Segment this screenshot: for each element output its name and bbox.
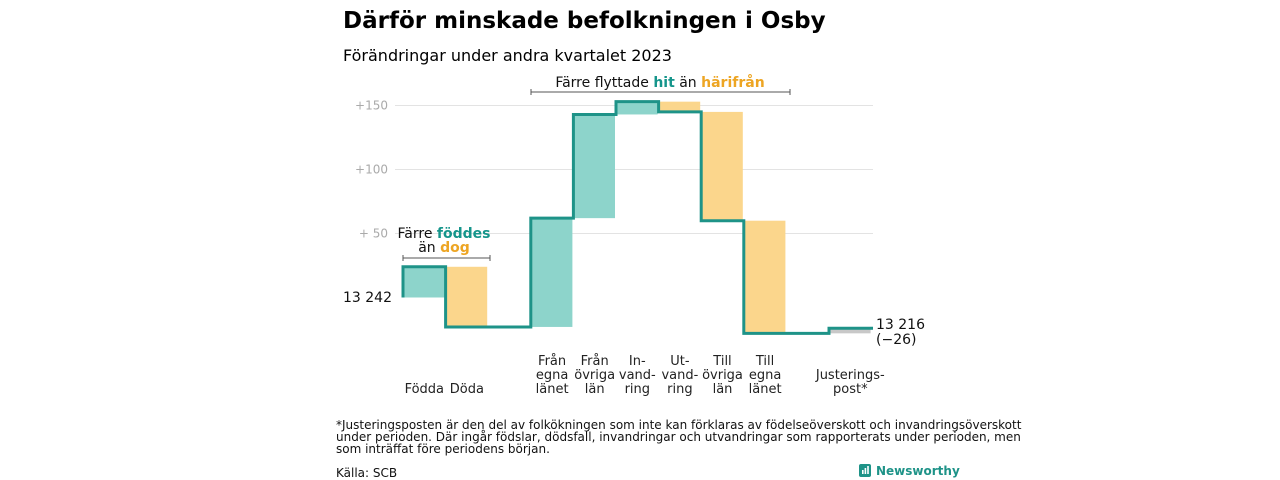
bar: [617, 101, 658, 115]
footnote-line-2: under perioden. Där ingår födslar, dödsf…: [336, 430, 1021, 444]
category-label: Ut-: [670, 354, 690, 369]
end-label: 13 216: [876, 317, 925, 333]
births-annotation-line2: än dog: [418, 240, 470, 256]
category-label: Döda: [450, 382, 484, 397]
bars: [404, 101, 871, 334]
bar: [702, 111, 743, 221]
brand-logo: Newsworthy: [859, 464, 960, 478]
bar: [659, 101, 701, 112]
category-label: vand-: [619, 368, 656, 383]
category-label: Justerings-: [815, 368, 885, 383]
moves-annotation: Färre flyttade hit än härifrån: [530, 74, 791, 95]
chart-subtitle: Förändringar under andra kvartalet 2023: [343, 46, 672, 65]
footnote-line-3: som inträffat före periodens början.: [336, 442, 550, 456]
category-label: post*: [833, 382, 868, 397]
bar: [404, 266, 445, 298]
category-label: övriga: [574, 368, 615, 383]
y-tick-label: +150: [355, 99, 388, 113]
step-line: [401, 100, 873, 335]
running-total-line: [401, 100, 873, 335]
bar: [446, 266, 488, 327]
start-label: 13 242: [343, 290, 392, 306]
category-label: län: [585, 382, 605, 397]
y-tick-label: +100: [355, 163, 388, 177]
category-labels: Födda DödaFrånegnalänetFrånövrigalänIn-va…: [405, 354, 885, 397]
footnote-line-1: *Justeringsposten är den del av folkökni…: [336, 418, 1022, 432]
category-label: Från: [581, 354, 609, 369]
category-label: övriga: [702, 368, 743, 383]
moves-annotation-text: Färre flyttade hit än härifrån: [555, 74, 764, 91]
category-label: Till: [755, 354, 774, 369]
category-label: ring: [625, 382, 650, 397]
chart-title: Därför minskade befolkningen i Osby: [343, 8, 826, 34]
gridlines: +150 +100 + 50: [355, 99, 873, 241]
category-label: egna: [536, 368, 568, 383]
category-label: länet: [749, 382, 782, 397]
category-label: Till: [712, 354, 731, 369]
category-label: län: [713, 382, 733, 397]
bar: [744, 220, 786, 334]
bar: [574, 114, 615, 219]
source-label: Källa: SCB: [336, 466, 397, 480]
end-change-label: (−26): [876, 332, 916, 348]
y-tick-label: + 50: [359, 227, 388, 241]
category-label: egna: [749, 368, 781, 383]
bar: [830, 328, 871, 334]
category-label: Födda: [405, 382, 444, 397]
births-annotation: Färre föddes än dog: [398, 226, 491, 261]
category-label: In-: [629, 354, 646, 369]
category-label: vand-: [661, 368, 698, 383]
category-label: ring: [667, 382, 692, 397]
category-label: länet: [536, 382, 569, 397]
bar: [531, 218, 573, 327]
category-label: Från: [538, 354, 566, 369]
brand-name: Newsworthy: [876, 464, 960, 478]
births-annotation-line1: Färre föddes: [398, 226, 491, 242]
